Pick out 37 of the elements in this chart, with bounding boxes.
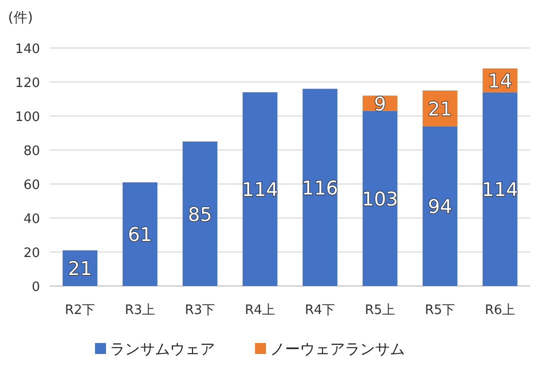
bar xyxy=(302,88,338,286)
data-label: 61 xyxy=(128,224,152,246)
y-tick-label: 140 xyxy=(15,42,40,57)
x-tick-label: R2下 xyxy=(64,303,96,318)
data-label: 114 xyxy=(242,179,278,202)
y-tick-label: 100 xyxy=(15,110,40,125)
legend-label: ランサムウェア xyxy=(110,340,215,358)
data-label: 21 xyxy=(428,98,452,120)
y-tick-label: 120 xyxy=(15,76,40,91)
data-label: 114 xyxy=(482,179,518,202)
x-tick-label: R4上 xyxy=(244,303,276,318)
data-label: 14 xyxy=(488,70,512,92)
y-tick-label: 0 xyxy=(32,280,40,295)
y-tick-label: 80 xyxy=(23,144,40,159)
x-tick-label: R3上 xyxy=(124,303,156,318)
data-label: 94 xyxy=(428,196,452,218)
data-label: 21 xyxy=(68,258,92,280)
data-label: 103 xyxy=(362,188,398,210)
legend-label: ノーウェアランサム xyxy=(270,340,405,358)
x-tick-label: R5下 xyxy=(424,303,456,318)
y-axis-title: (件) xyxy=(8,10,33,26)
bar xyxy=(122,182,158,286)
x-tick-label: R6上 xyxy=(484,303,516,318)
x-tick-label: R4下 xyxy=(304,303,336,318)
data-label: 9 xyxy=(374,93,386,116)
y-tick-label: 20 xyxy=(23,246,40,261)
bar xyxy=(482,92,518,286)
y-tick-label: 60 xyxy=(23,178,40,193)
data-label: 116 xyxy=(302,177,338,200)
bar xyxy=(362,110,398,286)
data-label: 85 xyxy=(188,204,212,226)
bar xyxy=(182,142,218,286)
x-tick-label: R5上 xyxy=(364,303,396,318)
bar xyxy=(422,126,458,286)
bar xyxy=(242,92,278,286)
y-tick-label: 40 xyxy=(23,212,40,227)
x-tick-label: R3下 xyxy=(184,303,216,318)
